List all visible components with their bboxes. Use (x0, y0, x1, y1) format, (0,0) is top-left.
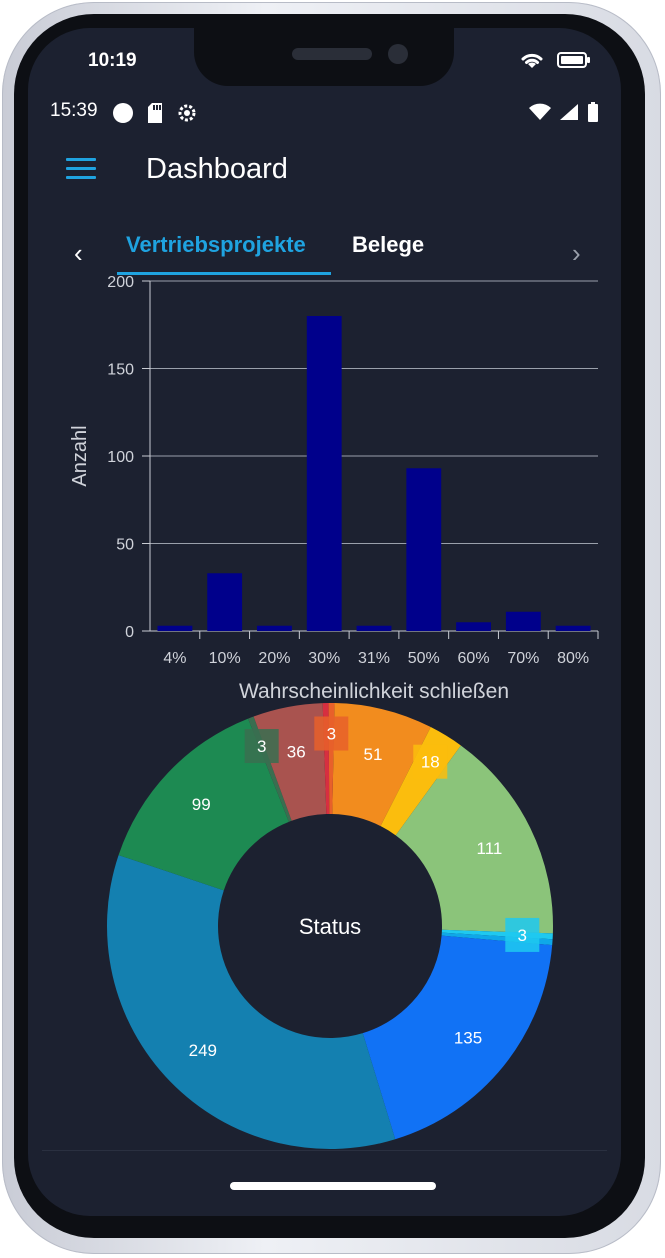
bottom-divider (42, 1150, 607, 1151)
donut-chart: 51 18 111 3 135 249 99 3 36 3 Status (107, 703, 553, 1149)
speaker-grille (292, 48, 372, 60)
slice-label: 249 (189, 1041, 217, 1060)
bar-20pct (257, 625, 292, 631)
bar-60pct (456, 622, 491, 631)
y-axis-title: Anzahl (69, 425, 91, 486)
page-title: Dashboard (146, 153, 288, 185)
status-time: 15:39 (50, 100, 98, 121)
x-tick-label: 30% (308, 650, 340, 667)
donut-center-label: Status (299, 914, 361, 939)
y-tick-label: 0 (125, 624, 134, 641)
app-bar: Dashboard (28, 146, 621, 196)
x-tick-label: 80% (557, 650, 589, 667)
donut-slice-2 (395, 745, 553, 934)
bar-70pct (505, 611, 541, 631)
battery-icon (587, 102, 599, 127)
y-tick-label: 100 (107, 449, 134, 466)
tab-scroll-right-icon[interactable]: › (572, 238, 581, 268)
x-tick-label: 31% (358, 650, 390, 667)
x-tick-label: 4% (163, 650, 186, 667)
circle-notification-icon (112, 102, 134, 129)
battery-icon (557, 51, 591, 74)
status-right-icons (529, 102, 599, 127)
tab-bar: ‹ Vertriebsprojekte Belege › (28, 224, 621, 280)
app-screen: 10:19 15:39 (28, 28, 621, 1216)
signal-icon (559, 103, 579, 126)
x-axis-title: Wahrscheinlichkeit schließen (239, 680, 509, 703)
tab-belege[interactable]: Belege (352, 232, 425, 257)
wifi-icon (529, 103, 551, 126)
x-tick-label: 10% (209, 650, 241, 667)
donut-slice-6 (107, 855, 396, 1149)
bar-10pct (207, 573, 243, 631)
sd-card-icon (146, 102, 164, 129)
slice-label: 3 (257, 737, 266, 756)
bar-4pct (157, 625, 193, 631)
bar-30pct (306, 316, 342, 631)
slice-label: 111 (477, 839, 503, 858)
bar-31pct (356, 625, 392, 631)
slice-label: 18 (421, 753, 440, 772)
y-tick-label: 50 (116, 537, 134, 554)
slice-label: 135 (454, 1029, 482, 1048)
x-tick-label: 20% (258, 650, 290, 667)
bar-80pct (555, 625, 591, 631)
wifi-icon (519, 50, 545, 75)
donut-slice-5 (362, 935, 553, 1140)
slice-label: 99 (192, 795, 211, 814)
y-tick-label: 200 (107, 274, 134, 291)
slice-label-box (244, 729, 279, 764)
slice-label: 51 (363, 745, 382, 764)
home-indicator[interactable] (230, 1182, 436, 1190)
x-tick-label: 70% (507, 650, 539, 667)
y-tick-label: 150 (107, 362, 134, 379)
x-tick-label: 50% (408, 650, 440, 667)
bar-50pct (406, 468, 442, 631)
device-status-icons (519, 50, 591, 75)
slice-label-box (505, 917, 540, 952)
hamburger-menu-icon[interactable] (66, 158, 96, 180)
donut-slice-0 (332, 703, 431, 827)
slice-label-box (413, 744, 448, 779)
tab-vertriebsprojekte[interactable]: Vertriebsprojekte (126, 232, 306, 257)
tab-scroll-left-icon[interactable]: ‹ (74, 238, 83, 268)
slice-label: 3 (518, 926, 527, 945)
front-camera (388, 44, 408, 64)
slice-label: 3 (327, 725, 336, 744)
device-clock: 10:19 (88, 50, 137, 71)
bar-chart: 0 50 100 150 200 4% 10% 20% 30% 31% 50% 60% 70% 80% An… (69, 274, 599, 703)
device-notch (194, 28, 454, 86)
settings-gear-icon (176, 102, 198, 129)
slice-label: 36 (287, 743, 306, 762)
android-status-bar: 15:39 (28, 96, 621, 130)
x-tick-label: 60% (458, 650, 490, 667)
tab-active-indicator (117, 272, 331, 275)
slice-label-box (314, 716, 349, 751)
status-left-icons (112, 102, 198, 129)
